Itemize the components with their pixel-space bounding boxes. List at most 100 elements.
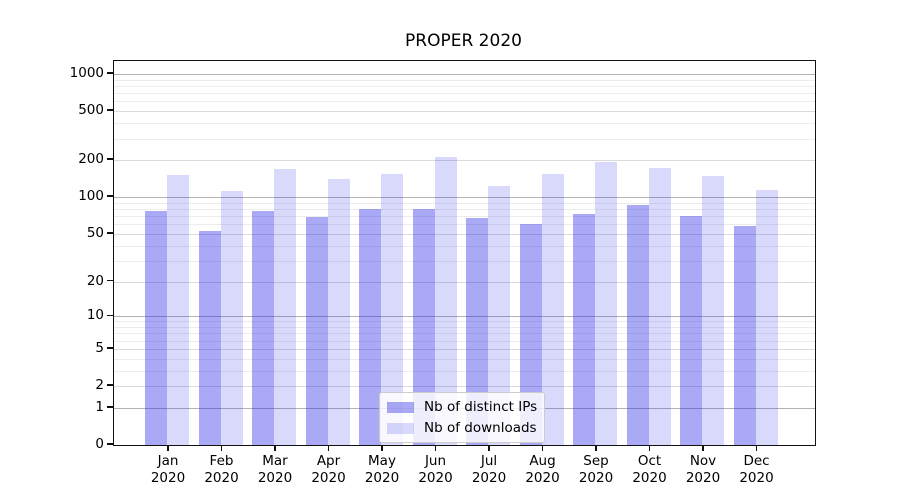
x-tick-label-9: Oct 2020 xyxy=(632,453,667,486)
bar-ips-2 xyxy=(252,211,274,445)
gridline-1000 xyxy=(114,73,815,75)
legend-swatch-distinct-ips xyxy=(387,401,414,413)
bar-downloads-11 xyxy=(755,190,778,445)
x-tick-mark-6 xyxy=(488,445,490,451)
bar-downloads-2 xyxy=(274,169,296,445)
legend-label-downloads: Nb of downloads xyxy=(424,420,537,436)
y-tick-label-100: 100 xyxy=(78,188,104,205)
gridline-6 xyxy=(114,340,815,342)
x-tick-label-7: Aug 2020 xyxy=(525,453,560,486)
bar-downloads-5 xyxy=(434,157,457,445)
x-tick-mark-7 xyxy=(541,445,544,451)
bar-ips-10 xyxy=(680,216,702,445)
bar-downloads-8 xyxy=(595,162,617,445)
gridline-10 xyxy=(114,316,815,318)
legend-label-distinct-ips: Nb of distinct IPs xyxy=(424,399,538,415)
x-tick-label-11: Dec 2020 xyxy=(739,453,774,486)
bar-ips-0 xyxy=(145,211,167,445)
y-tick-label-200: 200 xyxy=(78,151,104,168)
bar-downloads-3 xyxy=(327,179,350,445)
gridline-5 xyxy=(114,348,815,350)
gridline-300 xyxy=(114,138,815,140)
x-tick-mark-10 xyxy=(702,445,704,451)
gridline-8 xyxy=(114,327,815,328)
bar-ips-11 xyxy=(733,226,756,445)
chart-title: PROPER 2020 xyxy=(405,31,522,51)
gridline-20 xyxy=(114,281,815,283)
gridline-100 xyxy=(114,197,815,199)
gridline-7 xyxy=(114,333,815,335)
x-tick-label-3: Apr 2020 xyxy=(311,453,346,486)
bar-ips-9 xyxy=(626,204,649,445)
bar-ips-7 xyxy=(519,224,542,445)
x-tick-label-10: Nov 2020 xyxy=(685,453,721,486)
gridline-200 xyxy=(114,160,815,162)
bar-downloads-6 xyxy=(488,186,510,445)
gridline-50 xyxy=(114,233,815,235)
x-tick-mark-3 xyxy=(327,445,330,451)
x-tick-label-0: Jan 2020 xyxy=(150,453,186,486)
x-tick-mark-0 xyxy=(167,445,169,451)
x-tick-label-6: Jul 2020 xyxy=(471,453,507,486)
bar-downloads-1 xyxy=(220,191,243,445)
gridline-900 xyxy=(114,79,815,81)
x-tick-mark-4 xyxy=(381,445,383,451)
bar-downloads-7 xyxy=(541,174,564,445)
y-tick-label-500: 500 xyxy=(78,102,104,119)
y-tick-label-50: 50 xyxy=(86,224,104,241)
x-tick-mark-5 xyxy=(434,445,437,451)
x-tick-label-5: Jun 2020 xyxy=(418,453,453,486)
bar-ips-5 xyxy=(412,209,435,445)
x-tick-mark-1 xyxy=(220,445,223,451)
bar-ips-6 xyxy=(466,218,488,445)
bar-downloads-0 xyxy=(167,175,189,445)
legend-row-distinct-ips: Nb of distinct IPs xyxy=(387,399,538,415)
gridline-80 xyxy=(114,209,815,210)
gridline-60 xyxy=(114,224,815,226)
x-tick-label-2: Mar 2020 xyxy=(257,453,293,486)
y-tick-label-2: 2 xyxy=(95,377,104,393)
y-tick-mark-1000 xyxy=(107,72,113,74)
y-tick-mark-200 xyxy=(107,158,113,160)
gridline-40 xyxy=(114,245,815,247)
x-tick-mark-8 xyxy=(595,445,597,451)
bar-ips-3 xyxy=(305,216,328,445)
gridline-9 xyxy=(114,321,815,323)
y-tick-mark-100 xyxy=(107,195,113,197)
y-tick-label-10: 10 xyxy=(86,307,104,324)
gridline-30 xyxy=(114,260,815,262)
gridline-70 xyxy=(114,216,815,218)
gridline-600 xyxy=(114,101,815,103)
plot-area xyxy=(113,60,816,446)
y-tick-mark-5 xyxy=(107,347,113,349)
gridline-3 xyxy=(114,370,815,372)
y-tick-label-0: 0 xyxy=(95,436,104,452)
gridline-800 xyxy=(114,85,815,87)
gridline-700 xyxy=(114,93,815,95)
bar-downloads-4 xyxy=(381,174,403,445)
x-tick-label-1: Feb 2020 xyxy=(204,453,239,486)
y-tick-mark-20 xyxy=(107,279,113,282)
x-tick-label-4: May 2020 xyxy=(364,453,400,486)
y-tick-mark-1 xyxy=(107,406,113,408)
x-tick-mark-2 xyxy=(274,445,276,451)
bar-downloads-10 xyxy=(702,176,724,445)
bar-downloads-9 xyxy=(648,168,671,445)
gridline-400 xyxy=(114,123,815,125)
x-tick-mark-11 xyxy=(755,445,758,451)
x-tick-label-8: Sep 2020 xyxy=(578,453,614,486)
y-tick-label-1000: 1000 xyxy=(69,64,104,81)
gridline-4 xyxy=(114,358,815,360)
y-tick-mark-500 xyxy=(107,109,113,111)
y-tick-mark-2 xyxy=(107,384,113,386)
y-tick-mark-0 xyxy=(107,443,113,445)
legend: Nb of distinct IPs Nb of downloads xyxy=(379,392,545,443)
gridline-2 xyxy=(114,386,815,387)
y-tick-mark-50 xyxy=(107,232,113,234)
bar-ips-8 xyxy=(573,213,595,445)
y-tick-mark-10 xyxy=(107,314,113,316)
x-tick-mark-9 xyxy=(648,445,651,451)
legend-row-downloads: Nb of downloads xyxy=(387,420,537,436)
gridline-90 xyxy=(114,202,815,204)
